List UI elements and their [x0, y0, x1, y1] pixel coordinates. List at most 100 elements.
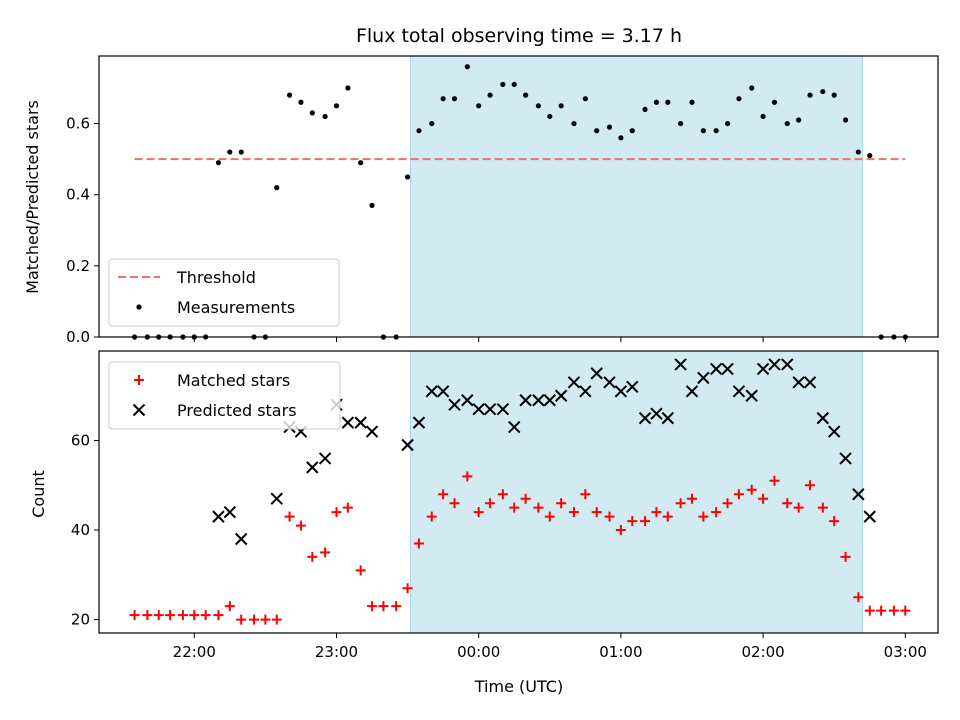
legend-measurements-swatch	[136, 304, 142, 310]
top-y-tick-label: 0.2	[66, 257, 90, 275]
predicted-point	[532, 394, 545, 407]
top-plot-area	[98, 55, 939, 342]
legend-matched-swatch	[134, 375, 144, 385]
matched-point	[189, 610, 200, 621]
matched-point	[165, 610, 176, 621]
predicted-point	[483, 402, 497, 416]
matched-point	[391, 601, 402, 612]
top-panel: 0.0 0.2 0.4 0.6 Matched/Predicted stars Thr…	[23, 55, 939, 346]
measurement-point	[594, 128, 600, 134]
matched-point	[520, 493, 531, 504]
predicted-point	[270, 492, 283, 505]
matched-point	[462, 471, 473, 482]
matched-point	[224, 601, 235, 612]
matched-point	[271, 614, 282, 625]
predicted-point	[839, 452, 852, 465]
measurement-point	[464, 64, 470, 70]
measurement-point	[760, 113, 766, 120]
legend-predicted-label: Predicted stars	[177, 401, 297, 420]
predicted-point	[650, 407, 663, 420]
measurement-point	[286, 92, 293, 98]
matched-point	[853, 592, 864, 603]
matched-point	[686, 493, 697, 504]
measurement-point	[784, 120, 790, 127]
matched-point	[426, 511, 437, 522]
predicted-point	[603, 376, 616, 389]
measurement-point	[358, 160, 364, 166]
matched-point	[722, 498, 733, 509]
matched-point	[662, 511, 673, 522]
measurement-point	[404, 174, 411, 180]
measurement-point	[440, 96, 446, 102]
bottom-legend-box	[108, 361, 341, 430]
predicted-point	[792, 376, 805, 389]
measurement-point	[867, 152, 873, 159]
matched-point	[342, 502, 353, 513]
x-tick-label: 22:00	[173, 643, 216, 661]
predicted-point	[614, 385, 628, 398]
matched-point	[758, 493, 769, 504]
matched-point	[615, 525, 626, 536]
matched-point	[320, 547, 331, 558]
predicted-point	[519, 394, 532, 407]
matched-point	[236, 614, 247, 625]
matched-point	[888, 605, 899, 616]
measurement-point	[476, 103, 482, 109]
predicted-point	[554, 389, 568, 402]
matched-point	[604, 511, 615, 522]
legend-matched-label: Matched stars	[177, 371, 290, 390]
predicted-point	[212, 510, 225, 523]
legend-measurements-label: Measurements	[177, 298, 295, 317]
predicted-point	[745, 389, 758, 402]
predicted-point	[567, 376, 581, 389]
measurement-point	[451, 96, 458, 102]
matched-point	[200, 610, 211, 621]
matched-point	[591, 507, 602, 518]
x-tick-label: 02:00	[741, 643, 784, 661]
measurement-point	[227, 149, 233, 155]
top-axes-frame	[98, 55, 939, 338]
bottom-plot-area	[98, 350, 939, 634]
predicted-point	[354, 416, 367, 429]
matched-point	[153, 610, 164, 621]
matched-point	[651, 507, 662, 518]
predicted-point	[306, 461, 319, 474]
matched-point	[769, 475, 780, 486]
matched-point	[449, 498, 460, 509]
bottom-panel: 20 40 60 Count Matched stars Predicted star…	[29, 350, 939, 696]
matched-point	[129, 610, 140, 621]
matched-point	[438, 489, 449, 500]
predicted-point	[436, 385, 450, 398]
matched-point	[864, 605, 875, 616]
measurement-point	[629, 128, 635, 134]
predicted-point	[863, 510, 876, 523]
matched-point	[142, 610, 153, 621]
measurement-point	[736, 96, 742, 102]
predicted-point	[756, 362, 770, 376]
matched-point	[497, 489, 508, 500]
predicted-point	[365, 425, 379, 438]
predicted-point	[732, 385, 746, 398]
matched-point	[331, 507, 342, 518]
bottom-y-tick-label: 40	[71, 521, 90, 539]
matched-point	[817, 502, 828, 513]
measurement-point	[274, 185, 280, 191]
measurement-point	[689, 99, 695, 105]
predicted-point	[852, 488, 865, 501]
predicted-point	[781, 358, 794, 371]
measurement-point	[665, 99, 671, 105]
measurement-point	[322, 113, 328, 120]
measurement-point	[333, 103, 340, 109]
bottom-y-axis-label: Count	[29, 470, 48, 518]
measurement-point	[309, 110, 315, 116]
measurement-point	[700, 128, 706, 134]
predicted-point	[816, 411, 830, 425]
predicted-point	[626, 380, 639, 394]
bottom-y-ticks: 20 40 60	[71, 432, 99, 629]
top-y-ticks: 0.0 0.2 0.4 0.6	[66, 115, 99, 346]
measurement-point	[820, 88, 826, 95]
legend-predicted-swatch	[132, 403, 146, 417]
matched-point	[307, 551, 318, 562]
measurement-point	[713, 128, 719, 134]
